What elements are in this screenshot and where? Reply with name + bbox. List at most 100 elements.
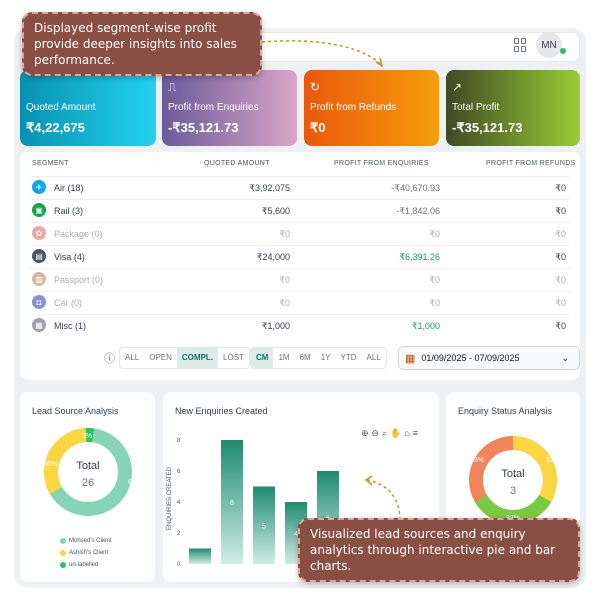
- segment-name: Package (0): [54, 229, 103, 239]
- slice-label: 35%: [44, 461, 58, 468]
- col-header-segment: SEGMENT: [32, 160, 69, 167]
- table-row[interactable]: ▦ Misc (1) ₹1,000 ₹1,000 ₹0: [30, 314, 570, 336]
- y-axis-label: ENQUIRIES CREATED: [167, 466, 173, 530]
- slice-label: 3%: [82, 433, 92, 440]
- period-6m[interactable]: 6M: [299, 353, 311, 362]
- callout-top: Displayed segment-wise profit provide de…: [22, 12, 262, 76]
- card-label: Profit from Enquiries: [168, 102, 259, 113]
- card-value: -₹35,121.73: [168, 120, 239, 135]
- period-1m[interactable]: 1M: [278, 353, 290, 362]
- legend-item[interactable]: Mohsed's Client: [60, 538, 112, 544]
- filter-all[interactable]: ALL: [125, 353, 140, 362]
- panel-title: Enquiry Status Analysis: [458, 406, 553, 416]
- donut-slice[interactable]: [469, 436, 557, 524]
- package-icon: ✿: [32, 226, 46, 240]
- refund-profit: ₹0: [555, 252, 566, 262]
- filter-open[interactable]: OPEN: [149, 353, 172, 362]
- refund-profit: ₹0: [555, 275, 566, 285]
- chart-toolbar: ⊕ ⊖ ⌕ ✋ ⌂ ≡: [361, 428, 418, 439]
- bar[interactable]: [221, 440, 243, 564]
- status-filter: ⓘ ALL OPEN COMPL. LOST: [104, 347, 250, 369]
- total-profit-card: ↗ Total Profit -₹35,121.73: [446, 70, 580, 146]
- quoted-value: ₹24,000: [256, 252, 290, 262]
- date-range-picker[interactable]: ▦ 01/09/2025 - 07/09/2025 ⌄: [398, 346, 580, 370]
- period-filter: CM 1M 6M 1Y YTD ALL: [250, 347, 387, 369]
- enquiry-profit: -₹1,842.06: [396, 206, 440, 216]
- legend-item[interactable]: Ashish's Client: [60, 550, 108, 556]
- chevron-down-icon[interactable]: ⌄: [561, 352, 569, 363]
- segment-name: Passport (0): [54, 275, 104, 285]
- donut-slice-ashish[interactable]: [37, 422, 138, 523]
- table-row[interactable]: ✈ Air (18) ₹3,92,075 -₹40,670.93 ₹0: [30, 176, 570, 198]
- search-icon[interactable]: ⌕: [382, 428, 388, 438]
- info-icon[interactable]: ⓘ: [104, 353, 115, 365]
- col-header-enquiries: PROFIT FROM ENQUIRIES: [334, 160, 429, 167]
- slice-label: 33%: [546, 457, 560, 464]
- card-value: ₹4,22,675: [26, 120, 85, 135]
- zoom-in-icon[interactable]: ⊕: [361, 428, 369, 438]
- lead-source-panel: Lead Source Analysis Total 26 61% 3% 35%…: [20, 392, 155, 582]
- donut-center-label: Total: [76, 460, 99, 472]
- enquiry-profit: ₹0: [429, 298, 440, 308]
- segment-name: Visa (4): [54, 252, 85, 262]
- bar-value-label: 8: [230, 500, 234, 507]
- refund-profit: ₹0: [555, 321, 566, 331]
- passport-icon: ▥: [32, 272, 46, 286]
- bar[interactable]: [253, 486, 275, 565]
- car-icon: ◘: [32, 295, 46, 309]
- enquiry-status-donut: Total 3 33% 33% 33%: [469, 436, 560, 524]
- card-value: -₹35,121.73: [452, 120, 523, 135]
- period-1y[interactable]: 1Y: [320, 353, 331, 362]
- table-row[interactable]: ▥ Passport (0) ₹0 ₹0 ₹0: [30, 268, 570, 290]
- table-row[interactable]: ◘ Car (0) ₹0 ₹0 ₹0: [30, 291, 570, 313]
- card-label: Quoted Amount: [26, 102, 96, 113]
- pan-icon[interactable]: ✋: [390, 428, 402, 438]
- segment-name: Car (0): [54, 298, 83, 308]
- period-cm[interactable]: CM: [251, 348, 274, 368]
- filter-completed[interactable]: COMPL.: [176, 348, 219, 368]
- quoted-value: ₹3,92,075: [249, 183, 290, 193]
- donut-center-value: 26: [82, 477, 94, 489]
- home-icon[interactable]: ⌂: [404, 428, 410, 438]
- avatar[interactable]: MN: [536, 32, 562, 58]
- enquiry-profit: -₹40,670.93: [391, 183, 440, 193]
- quoted-value: ₹0: [279, 298, 290, 308]
- quoted-value: ₹0: [279, 275, 290, 285]
- enquiry-profit: ₹0: [429, 229, 440, 239]
- y-tick-label: 6: [177, 469, 181, 475]
- misc-icon: ▦: [32, 318, 46, 332]
- card-label: Total Profit: [452, 102, 500, 113]
- calendar-icon: ▦: [405, 352, 416, 365]
- period-all[interactable]: ALL: [366, 353, 381, 362]
- refund-icon: ↻: [310, 80, 321, 94]
- lead-source-donut: Total 26 61% 3% 35%: [37, 422, 142, 523]
- zoom-out-icon[interactable]: ⊖: [371, 428, 380, 438]
- period-ytd[interactable]: YTD: [340, 353, 357, 362]
- table-row[interactable]: ✿ Package (0) ₹0 ₹0 ₹0: [30, 222, 570, 244]
- filter-lost[interactable]: LOST: [223, 353, 244, 362]
- enquiry-profit: ₹0: [429, 275, 440, 285]
- chart-icon: ⎍: [168, 80, 177, 94]
- trend-up-icon: ↗: [452, 80, 463, 94]
- card-label: Profit from Refunds: [310, 102, 397, 113]
- table-row[interactable]: ▣ Rail (3) ₹5,600 -₹1,842.06 ₹0: [30, 199, 570, 221]
- menu-icon[interactable]: ≡: [412, 428, 419, 438]
- legend-item[interactable]: un-labelled: [60, 562, 98, 568]
- panel-title: Lead Source Analysis: [32, 406, 119, 416]
- bar-value-label: 5: [262, 523, 266, 530]
- refund-profit: ₹0: [555, 298, 566, 308]
- y-tick-label: 2: [177, 531, 181, 537]
- quoted-value: ₹1,000: [261, 321, 290, 331]
- y-tick-label: 0: [177, 562, 181, 568]
- bar[interactable]: [189, 548, 211, 565]
- segment-name: Air (18): [54, 183, 84, 193]
- table-row[interactable]: ▤ Visa (4) ₹24,000 ₹6,391.26 ₹0: [30, 245, 570, 267]
- profit-enquiries-card: ⎍ Profit from Enquiries -₹35,121.73: [162, 70, 297, 146]
- date-range-value: 01/09/2025 - 07/09/2025: [421, 353, 520, 363]
- refund-profit: ₹0: [555, 206, 566, 216]
- y-tick-label: 4: [177, 500, 181, 506]
- callout-bottom: Visualized lead sources and enquiry anal…: [298, 518, 580, 582]
- segment-name: Misc (1): [54, 321, 86, 331]
- apps-grid-icon[interactable]: [514, 38, 528, 52]
- quoted-value: ₹0: [279, 229, 290, 239]
